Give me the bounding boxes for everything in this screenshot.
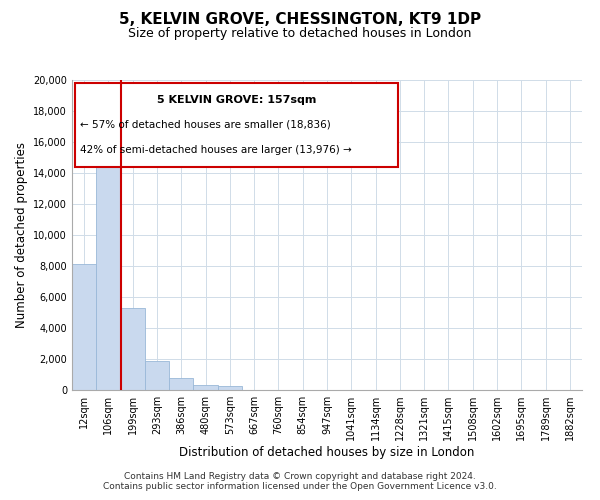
Y-axis label: Number of detached properties: Number of detached properties [15,142,28,328]
Bar [218,386,242,390]
Text: ← 57% of detached houses are smaller (18,836): ← 57% of detached houses are smaller (18… [80,120,331,130]
Bar [121,308,145,390]
Bar [193,386,218,390]
Text: Size of property relative to detached houses in London: Size of property relative to detached ho… [128,28,472,40]
Text: 42% of semi-detached houses are larger (13,976) →: 42% of semi-detached houses are larger (… [80,145,352,155]
Bar [72,264,96,390]
FancyBboxPatch shape [74,83,398,167]
Text: 5 KELVIN GROVE: 157sqm: 5 KELVIN GROVE: 157sqm [157,95,316,105]
Bar [169,378,193,390]
Text: Contains HM Land Registry data © Crown copyright and database right 2024.: Contains HM Land Registry data © Crown c… [124,472,476,481]
Bar [96,132,121,390]
X-axis label: Distribution of detached houses by size in London: Distribution of detached houses by size … [179,446,475,459]
Text: 5, KELVIN GROVE, CHESSINGTON, KT9 1DP: 5, KELVIN GROVE, CHESSINGTON, KT9 1DP [119,12,481,28]
Bar [145,362,169,390]
Text: Contains public sector information licensed under the Open Government Licence v3: Contains public sector information licen… [103,482,497,491]
